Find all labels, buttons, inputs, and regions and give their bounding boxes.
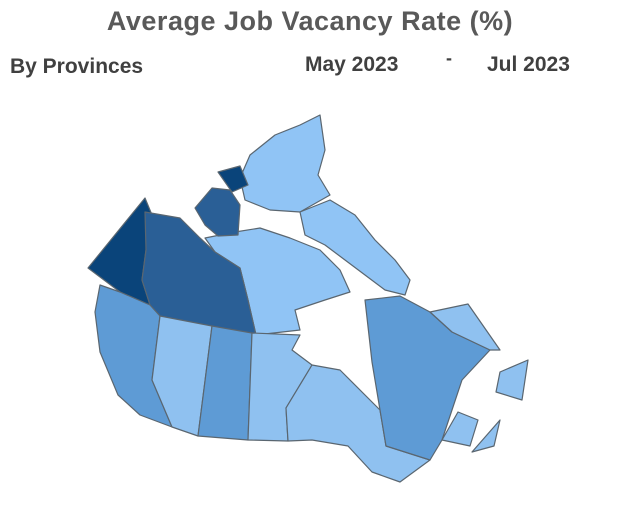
- period-separator: -: [446, 48, 452, 68]
- region: [299, 199, 411, 296]
- region: [87, 197, 153, 306]
- period-end: Jul 2023: [487, 53, 570, 76]
- region: [285, 364, 431, 483]
- region: [429, 303, 501, 351]
- region: [239, 114, 331, 213]
- region: [495, 359, 529, 401]
- region: [217, 165, 249, 193]
- region: [194, 187, 241, 237]
- region: [471, 419, 501, 453]
- region: [441, 411, 479, 447]
- period-start: May 2023: [305, 53, 399, 76]
- region: [151, 315, 213, 437]
- subtitle: By Provinces: [10, 55, 144, 78]
- region: [364, 295, 491, 461]
- region: [141, 211, 257, 336]
- title: Average Job Vacancy Rate (%): [106, 6, 514, 36]
